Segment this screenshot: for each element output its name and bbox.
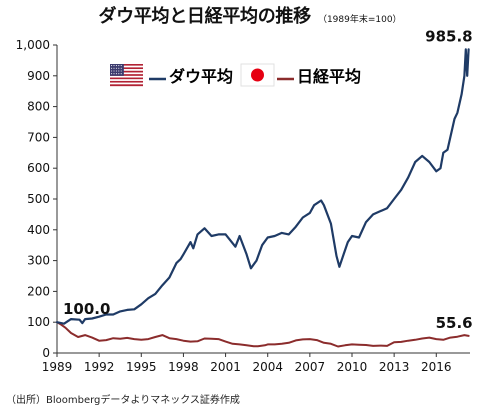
usa-flag-stripe: [110, 79, 143, 82]
legend-label-dow: ダウ平均: [169, 67, 233, 86]
x-tick-label: 2010: [337, 360, 368, 374]
usa-flag-stripe: [110, 74, 143, 76]
x-tick-label: 1995: [126, 360, 157, 374]
usa-flag-stripe: [110, 69, 143, 71]
y-tick-label: 600: [27, 161, 50, 175]
x-tick-label: 2016: [421, 360, 452, 374]
x-tick-label: 2001: [210, 360, 241, 374]
data-label-dow: 985.8: [425, 27, 472, 45]
usa-flag-star: [118, 73, 120, 75]
x-tick-label: 2013: [379, 360, 410, 374]
chart-title-note: （1989年末=100）: [317, 15, 402, 25]
usa-flag-stripe: [110, 80, 143, 83]
usa-flag-star: [113, 73, 115, 75]
usa-flag-stripe: [110, 82, 143, 85]
usa-flag-star: [120, 67, 122, 69]
usa-flag-star: [115, 73, 117, 75]
source-note: （出所）Bloombergデータよりマネックス証券作成: [6, 395, 240, 406]
y-tick-label: 300: [27, 254, 50, 268]
x-tick-label: 2007: [295, 360, 326, 374]
usa-flag-star: [113, 65, 115, 67]
chart-title-main: ダウ平均と日経平均の推移: [98, 6, 311, 27]
y-tick-label: 900: [27, 69, 50, 83]
usa-flag-star: [115, 67, 117, 69]
y-tick-label: 0: [42, 346, 50, 360]
x-tick-label: 1998: [168, 360, 199, 374]
usa-flag-star: [111, 67, 113, 69]
usa-flag-stripe: [110, 84, 143, 87]
usa-flag-stripe: [110, 64, 143, 66]
usa-flag-star: [111, 73, 113, 75]
y-tick-label: 700: [27, 130, 50, 144]
x-axis: 1989 1992 1995 1998 2001 2004 2007 2010 2013 2016: [42, 352, 470, 374]
japan-flag-icon: [240, 63, 275, 87]
usa-flag-stripe: [110, 70, 143, 73]
x-tick-label: 1992: [84, 360, 115, 374]
y-tick-label: 500: [27, 192, 50, 206]
usa-flag-stripe: [110, 72, 143, 75]
usa-flag-stripe: [110, 65, 143, 68]
usa-flag-icon: [110, 64, 143, 87]
chart-title: ダウ平均と日経平均の推移 （1989年末=100）: [0, 2, 500, 28]
usa-flag-star: [115, 65, 117, 67]
usa-flag-star: [111, 65, 113, 67]
data-label-nikkei: 55.6: [436, 314, 473, 332]
usa-flag-star: [120, 70, 122, 72]
usa-flag-stripe: [110, 67, 143, 70]
usa-flag-star: [115, 70, 117, 72]
usa-flag-star: [118, 65, 120, 67]
data-labels: 100.0 985.8 55.6: [63, 27, 473, 332]
usa-flag-star: [118, 70, 120, 72]
usa-flag-star: [120, 73, 122, 75]
usa-flag-star: [113, 70, 115, 72]
usa-flag-canton: [110, 64, 124, 76]
usa-flag-star: [111, 70, 113, 72]
legend: ダウ平均 日経平均: [110, 63, 361, 87]
x-tick-label: 2004: [252, 360, 283, 374]
y-tick-label: 400: [27, 223, 50, 237]
usa-flag-star: [120, 65, 122, 67]
usa-flag-stripe: [110, 75, 143, 78]
legend-label-nikkei: 日経平均: [297, 67, 361, 86]
usa-flag-star: [113, 67, 115, 69]
y-tick-label: 1,000: [16, 38, 50, 52]
usa-flag-stripe: [110, 77, 143, 80]
y-tick-label: 100: [27, 315, 50, 329]
y-tick-label: 200: [27, 284, 50, 298]
usa-flag-star: [118, 67, 120, 69]
y-axis: 0 100 200 300 400 500 600 700 800 900 1,000: [16, 38, 58, 360]
data-label-dow: 100.0: [63, 300, 110, 318]
series-line-dow: [55, 48, 470, 325]
y-tick-label: 800: [27, 100, 50, 114]
series-lines: [55, 48, 470, 348]
series-line-nikkei: [56, 321, 470, 348]
x-tick-label: 1989: [42, 360, 73, 374]
